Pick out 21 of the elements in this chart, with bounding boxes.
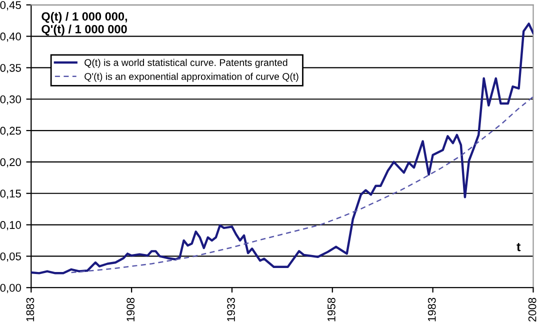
y-tick-label: 0,40 [0,32,21,42]
legend-label: Q(t) is a world statistical curve. Patents granted [84,58,288,68]
y-tick-label: 0,25 [0,126,21,136]
legend-label: Q'(t) is an exponential approximation of curve Q(t) [84,72,298,82]
x-tick-label: 1933 [227,298,235,322]
y-tick-label: 0,00 [0,284,21,294]
y-tick-label: 0,05 [0,252,21,262]
x-tick-label: 1958 [328,298,336,322]
x-tick-label: 2008 [528,298,536,322]
y-axis-title: Q(t) / 1 000 000, Q'(t) / 1 000 000 [42,12,128,36]
x-axis-title: t [516,242,521,252]
y-tick-label: 0,15 [0,190,21,199]
y-tick-label: 0,20 [0,158,21,168]
y-tick-label: 0,10 [0,221,21,230]
y-tick-label: 0,30 [0,95,21,105]
y-tick-label: 0,35 [0,64,21,74]
y-tick-label: 0,45 [0,1,21,10]
x-tick-label: 1908 [126,298,135,322]
line-series [70,96,534,274]
x-tick-label: 1983 [428,298,436,322]
x-tick-label: 1883 [26,298,34,322]
